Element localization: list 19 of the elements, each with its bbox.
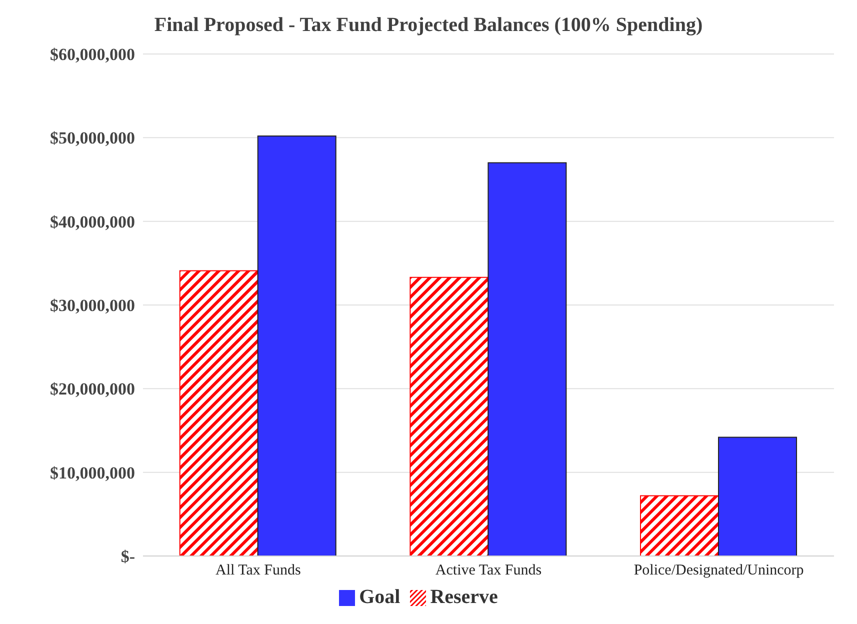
bar [718, 436, 798, 556]
y-tick-label: $50,000,000 [50, 128, 135, 148]
legend-label: Goal [359, 586, 400, 608]
bar [257, 135, 336, 556]
y-tick-label: $60,000,000 [50, 45, 135, 64]
x-tick-label: All Tax Funds [215, 562, 301, 579]
bar [410, 276, 489, 556]
x-tick-label: Active Tax Funds [435, 562, 542, 579]
y-tick-label: $10,000,000 [50, 463, 135, 482]
bar [640, 495, 720, 556]
legend-label: Reserve [430, 586, 498, 608]
y-tick-label: $- [120, 547, 136, 566]
bar [179, 270, 258, 556]
y-tick-label: $20,000,000 [50, 380, 135, 399]
chart-title: Final Proposed - Tax Fund Projected Balances (100% Spending) [153, 13, 704, 38]
y-tick-label: $30,000,000 [50, 296, 135, 316]
y-tick-label: $40,000,000 [50, 212, 135, 232]
x-tick-label: Police/Designated/Unincorp [634, 562, 804, 579]
bar [488, 162, 567, 556]
